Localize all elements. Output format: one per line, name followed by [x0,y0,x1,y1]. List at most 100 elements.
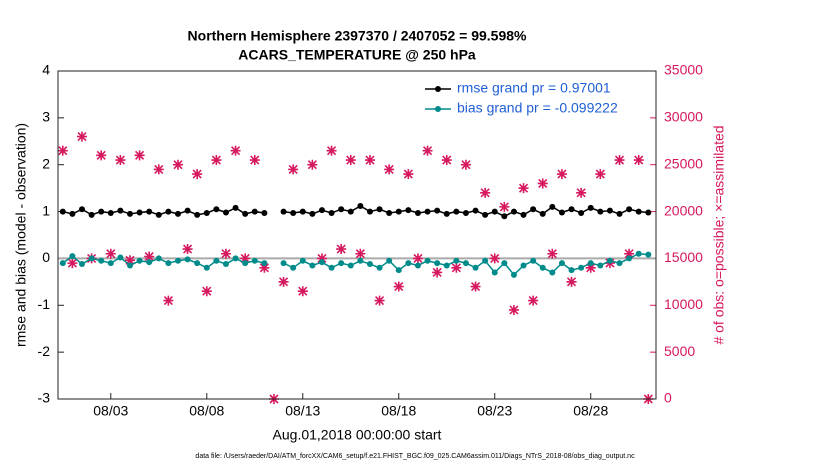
series-point [443,262,450,269]
obs-marker [163,295,174,306]
series-point [78,261,85,268]
series-point [88,211,95,218]
chart-title: Northern Hemisphere 2397370 / 2407052 = … [188,28,527,44]
series-point [107,209,114,216]
series-point [635,208,642,215]
obs-marker [182,244,193,255]
series-point [328,209,335,216]
series-point [414,209,421,216]
y2-tick-label: 20000 [664,202,703,218]
series-point [510,208,517,215]
x-tick-label: 08/23 [477,403,512,419]
series-point [165,208,172,215]
series-point [126,210,133,217]
series-point [434,260,441,267]
series-point [280,260,287,267]
obs-marker [76,131,87,142]
series-point [338,260,345,267]
obs-marker [624,248,635,259]
series-line [62,255,265,269]
obs-marker [134,150,145,161]
series-point [453,257,460,264]
series-point [395,267,402,274]
obs-marker [499,201,510,212]
y2-tick-label: 35000 [664,62,703,78]
obs-marker [566,276,577,287]
series-point [530,206,537,213]
obs-marker [153,164,164,175]
series-point [578,264,585,271]
series-point [261,260,268,267]
obs-marker [230,145,241,156]
series-point [126,262,133,269]
obs-marker [403,169,414,180]
series-point [558,209,565,216]
series-point [328,264,335,271]
series-point [98,208,105,215]
x-axis-label: Aug.01,2018 00:00:00 start [273,427,442,443]
series-point [597,262,604,269]
series-point [482,211,489,218]
series-point [405,260,412,267]
obs-marker [326,145,337,156]
series-point [443,210,450,217]
legend-label: bias grand pr = -0.099222 [457,100,618,116]
series-point [146,208,153,215]
x-tick-label: 08/28 [573,403,608,419]
x-tick-label: 08/13 [285,403,320,419]
obs-marker [307,159,318,170]
obs-marker [105,248,116,259]
obs-marker [633,155,644,166]
series-point [491,269,498,276]
obs-marker [547,248,558,259]
obs-marker [470,281,481,292]
legend-marker [435,86,441,92]
series-point [539,210,546,217]
y2-tick-label: 15000 [664,249,703,265]
y2-axis-label: # of obs: o=possible; ×=assimilated [711,125,727,344]
series-point [434,207,441,214]
obs-marker [412,253,423,264]
series-point [78,206,85,213]
series-point [539,264,546,271]
y2-tick-label: 30000 [664,109,703,125]
series-point [366,261,373,268]
obs-marker [288,164,299,175]
obs-marker [393,281,404,292]
x-tick-label: 08/03 [93,403,128,419]
series-point [165,260,172,267]
series-point [424,257,431,264]
series-point [472,207,479,214]
series-point [222,261,229,268]
series-point [635,250,642,257]
series-point [318,259,325,266]
series-point [117,254,124,261]
series-point [530,257,537,264]
series-point [242,260,249,267]
series-point [98,257,105,264]
series-point [338,206,345,213]
series-point [194,211,201,218]
series-point [482,257,489,264]
obs-marker [192,169,203,180]
series-point [606,207,613,214]
obs-marker [614,155,625,166]
series-point [578,209,585,216]
y-tick-label: 1 [42,202,50,218]
series-point [213,206,220,213]
series-point [386,257,393,264]
series-point [424,208,431,215]
series-point [213,257,220,264]
series-point [69,253,76,260]
chart-subtitle: ACARS_TEMPERATURE @ 250 hPa [238,47,476,63]
y-tick-label: 2 [42,155,50,171]
series-point [155,211,162,218]
y2-tick-label: 10000 [664,296,703,312]
obs-marker [249,155,260,166]
series-point [242,210,249,217]
series-point [174,210,181,217]
series-point [462,260,469,267]
obs-marker [345,155,356,166]
obs-marker [96,150,107,161]
